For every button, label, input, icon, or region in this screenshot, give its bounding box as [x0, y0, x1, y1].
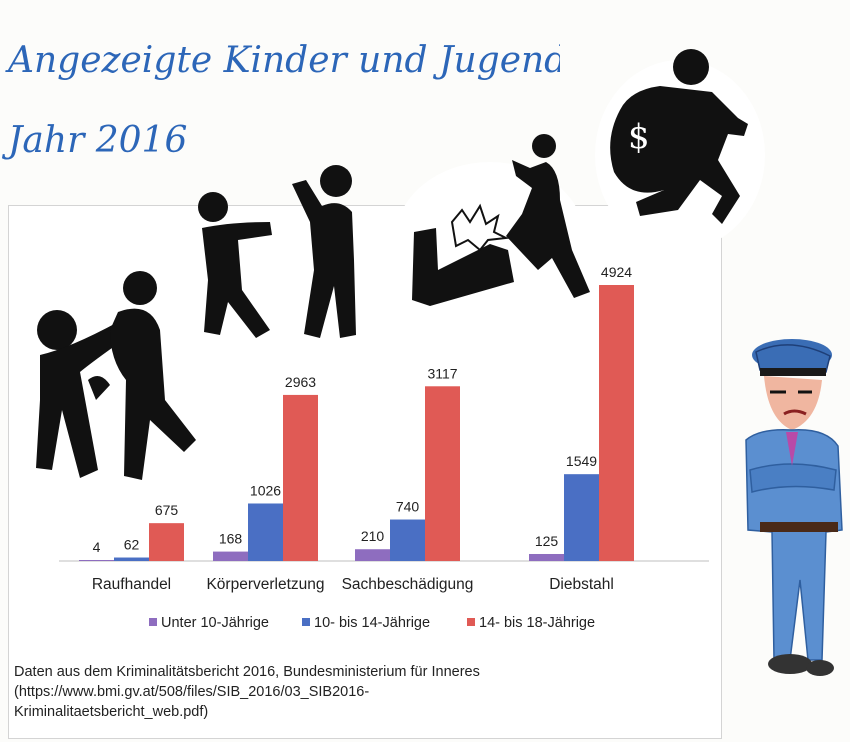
category-label: Raufhandel — [92, 576, 171, 593]
source-line-3: Kriminalitaetsbericht_web.pdf) — [14, 704, 209, 720]
bar — [425, 386, 460, 561]
source-line-1: Daten aus dem Kriminalitätsbericht 2016,… — [14, 664, 480, 680]
legend-label: 10- bis 14-Jährige — [314, 615, 430, 631]
bar — [248, 503, 283, 561]
bar — [213, 551, 248, 561]
source-note: Daten aus dem Kriminalitätsbericht 2016,… — [14, 662, 704, 722]
data-label: 168 — [219, 531, 243, 547]
police-officer-drawing — [745, 339, 843, 676]
category-label: Körperverletzung — [206, 576, 324, 593]
data-label: 1549 — [566, 453, 597, 469]
bar — [79, 560, 114, 561]
data-label: 125 — [535, 533, 559, 549]
data-label: 740 — [396, 499, 420, 515]
legend-swatch — [149, 618, 157, 626]
page-title: Angezeigte Kinder und Jugendliche im Jah… — [1, 40, 560, 161]
bar-chart: 4 62 675 Raufhandel 168 1026 2963 Körperverletz… — [59, 264, 709, 631]
data-label: 4 — [93, 539, 101, 555]
legend-swatch — [467, 618, 475, 626]
bar — [149, 523, 184, 561]
data-label: 3117 — [427, 365, 457, 381]
title-line-2: Jahr 2016 — [1, 120, 187, 161]
chart-card: 4 62 675 Raufhandel 168 1026 2963 Körperverletz… — [8, 205, 722, 739]
bar — [390, 519, 425, 561]
data-label: 62 — [124, 537, 140, 553]
title-line-1: Angezeigte Kinder und Jugendliche im — [5, 40, 560, 81]
data-label: 4924 — [601, 264, 632, 280]
bar — [355, 549, 390, 561]
bar — [283, 394, 318, 561]
legend-label: 14- bis 18-Jährige — [479, 615, 595, 631]
legend-swatch — [302, 618, 310, 626]
data-label: 2963 — [285, 374, 316, 390]
category-label: Diebstahl — [549, 576, 614, 593]
legend-label: Unter 10-Jährige — [161, 615, 269, 631]
svg-text:$: $ — [628, 117, 650, 157]
bar — [114, 557, 149, 561]
source-line-2: (https://www.bmi.gv.at/508/files/SIB_201… — [14, 684, 370, 700]
bar — [564, 474, 599, 561]
bar — [599, 285, 634, 561]
bar — [529, 553, 564, 561]
data-label: 1026 — [250, 482, 281, 498]
category-label: Sachbeschädigung — [342, 576, 474, 593]
data-label: 210 — [361, 528, 385, 544]
data-label: 675 — [155, 502, 179, 518]
